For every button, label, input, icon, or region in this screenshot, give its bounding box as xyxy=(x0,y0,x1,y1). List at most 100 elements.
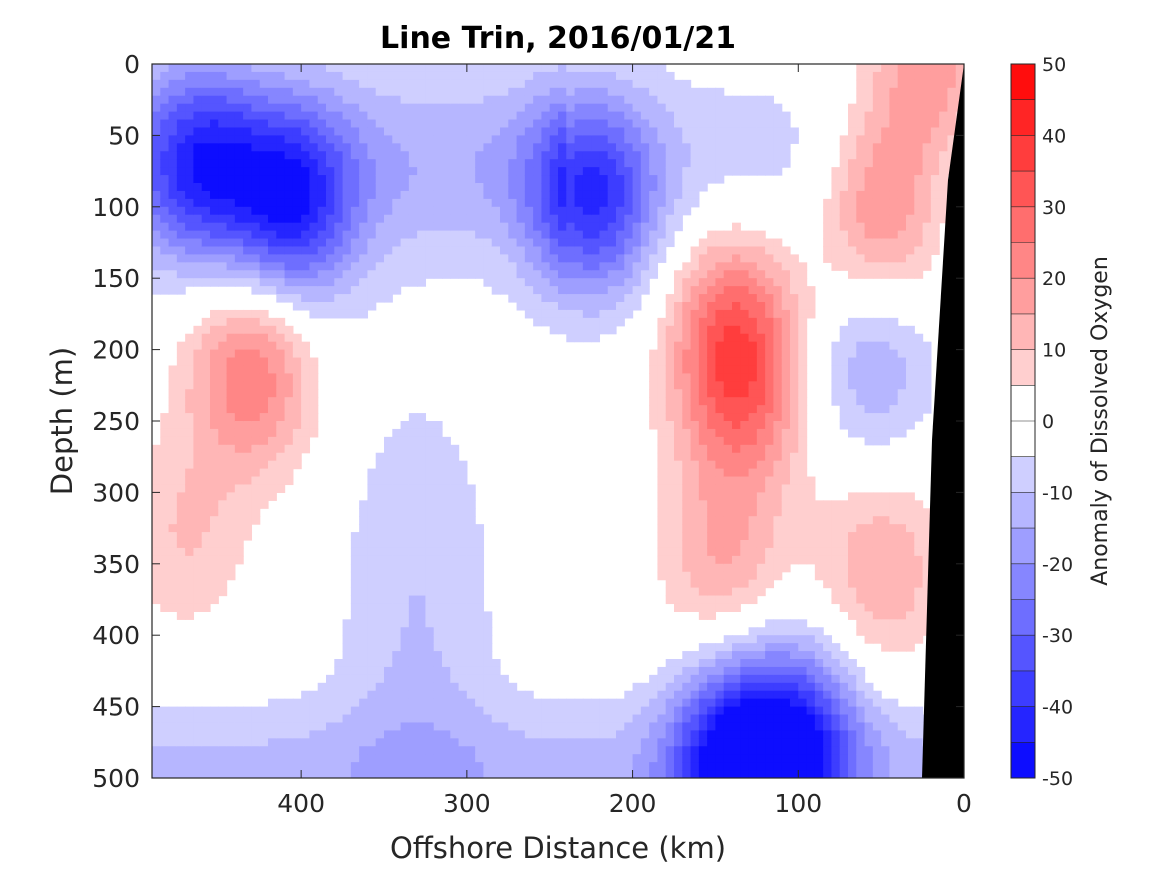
anomaly-cell xyxy=(251,714,261,724)
anomaly-cell xyxy=(665,175,675,184)
anomaly-cell xyxy=(665,468,675,478)
anomaly-cell xyxy=(375,579,385,589)
anomaly-cell xyxy=(599,214,609,224)
anomaly-cell xyxy=(549,278,559,287)
anomaly-cell xyxy=(392,611,402,620)
anomaly-cell xyxy=(814,706,824,716)
anomaly-cell xyxy=(698,738,708,747)
anomaly-cell xyxy=(384,143,393,152)
anomaly-cell xyxy=(442,690,451,700)
anomaly-cell xyxy=(566,159,576,168)
anomaly-cell xyxy=(334,151,344,160)
anomaly-cell xyxy=(549,286,559,295)
anomaly-cell xyxy=(483,611,493,620)
anomaly-cell xyxy=(176,175,186,184)
anomaly-cell xyxy=(748,714,758,724)
anomaly-cell xyxy=(425,421,435,430)
anomaly-cell xyxy=(408,730,418,739)
anomaly-cell xyxy=(756,754,766,763)
anomaly-cell xyxy=(665,722,675,731)
anomaly-cell xyxy=(442,190,451,200)
anomaly-cell xyxy=(417,87,427,97)
anomaly-cell xyxy=(226,198,236,208)
anomaly-cell xyxy=(176,579,186,589)
anomaly-cell xyxy=(259,492,269,501)
anomaly-cell xyxy=(690,579,700,589)
anomaly-cell xyxy=(715,484,725,493)
anomaly-cell xyxy=(160,175,170,184)
anomaly-cell xyxy=(806,294,816,303)
anomaly-cell xyxy=(284,183,294,192)
anomaly-cell xyxy=(284,714,294,724)
anomaly-cell xyxy=(765,246,775,255)
anomaly-cell xyxy=(152,87,161,97)
anomaly-cell xyxy=(591,246,601,255)
anomaly-cell xyxy=(201,95,211,105)
anomaly-cell xyxy=(201,516,211,525)
anomaly-cell xyxy=(408,468,418,478)
anomaly-cell xyxy=(276,357,286,367)
anomaly-cell xyxy=(234,452,244,462)
anomaly-cell xyxy=(541,294,551,303)
anomaly-cell xyxy=(309,159,319,168)
anomaly-cell xyxy=(781,706,791,716)
anomaly-cell xyxy=(466,706,476,716)
anomaly-cell xyxy=(367,579,377,589)
anomaly-cell xyxy=(284,175,294,184)
anomaly-cell xyxy=(160,246,170,255)
anomaly-cell xyxy=(152,246,161,255)
anomaly-cell xyxy=(309,690,319,700)
anomaly-cell xyxy=(292,294,302,303)
anomaly-cell xyxy=(781,690,791,700)
anomaly-cell xyxy=(193,762,203,771)
anomaly-cell xyxy=(698,87,708,97)
anomaly-cell xyxy=(798,730,808,739)
anomaly-cell xyxy=(342,79,352,89)
anomaly-cell xyxy=(814,682,824,692)
anomaly-cell xyxy=(732,532,741,541)
anomaly-cell xyxy=(384,246,393,255)
anomaly-cell xyxy=(367,492,377,501)
anomaly-cell xyxy=(251,87,261,97)
anomaly-cell xyxy=(400,135,410,144)
anomaly-cell xyxy=(367,222,377,232)
anomaly-cell xyxy=(168,190,178,200)
anomaly-cell xyxy=(657,111,667,121)
anomaly-cell xyxy=(251,190,261,200)
anomaly-cell xyxy=(458,500,468,509)
anomaly-cell xyxy=(433,151,443,160)
anomaly-cell xyxy=(384,127,393,136)
anomaly-cell xyxy=(301,254,311,263)
anomaly-cell xyxy=(367,143,377,152)
anomaly-cell xyxy=(632,151,642,160)
anomaly-cell xyxy=(259,230,269,240)
anomaly-cell xyxy=(425,127,435,136)
anomaly-cell xyxy=(317,738,327,747)
anomaly-cell xyxy=(674,270,683,279)
anomaly-cell xyxy=(234,428,244,438)
anomaly-cell xyxy=(773,428,783,438)
anomaly-cell xyxy=(632,79,642,89)
anomaly-cell xyxy=(466,722,476,731)
anomaly-cell xyxy=(607,325,617,335)
anomaly-cell xyxy=(781,619,791,628)
anomaly-cell xyxy=(475,643,485,652)
anomaly-cell xyxy=(814,627,824,636)
anomaly-cell xyxy=(582,325,592,335)
anomaly-cell xyxy=(607,770,617,778)
anomaly-cell xyxy=(541,214,551,224)
anomaly-cell xyxy=(425,460,435,470)
anomaly-cell xyxy=(384,492,393,501)
anomaly-cell xyxy=(707,397,717,406)
anomaly-cell xyxy=(160,484,170,493)
anomaly-cell xyxy=(649,770,659,778)
anomaly-cell xyxy=(466,500,476,509)
anomaly-cell xyxy=(301,127,311,136)
anomaly-cell xyxy=(748,325,758,335)
anomaly-cell xyxy=(748,540,758,549)
anomaly-cell xyxy=(690,175,700,184)
anomaly-cell xyxy=(491,730,501,739)
anomaly-cell xyxy=(674,333,683,343)
anomaly-cell xyxy=(425,79,435,89)
anomaly-cell xyxy=(450,143,460,152)
